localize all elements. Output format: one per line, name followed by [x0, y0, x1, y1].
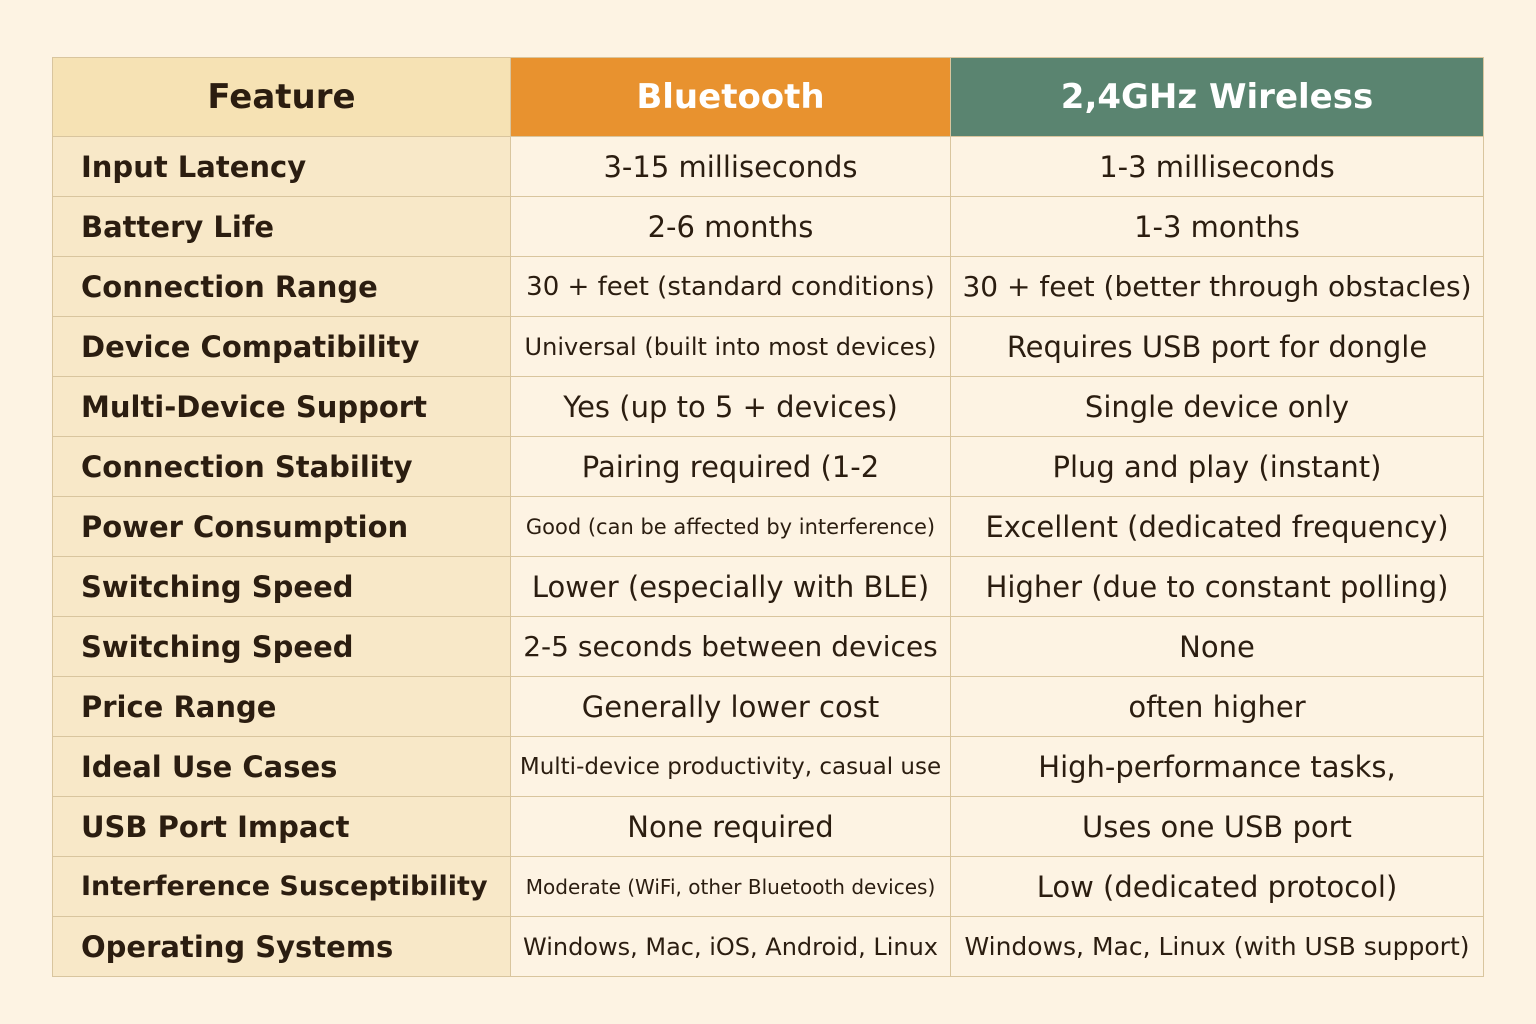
value-cell: Higher (due to constant polling) — [950, 556, 1484, 617]
table-row: Device Compatibility Universal (built int… — [52, 316, 1484, 377]
feature-cell: Switching Speed — [52, 616, 511, 677]
value-cell: Requires USB port for dongle — [950, 316, 1484, 377]
feature-cell: Price Range — [52, 676, 511, 737]
table-row: Connection Stability Pairing required (1-… — [52, 436, 1484, 497]
value-cell: Pairing required (1-2 — [510, 436, 951, 497]
table-row: Operating Systems Windows, Mac, iOS, Andr… — [52, 916, 1484, 977]
table-row: Interference Susceptibility Moderate (WiF… — [52, 856, 1484, 917]
feature-cell: Ideal Use Cases — [52, 736, 511, 797]
value-cell: 1-3 months — [950, 196, 1484, 257]
value-cell: 1-3 milliseconds — [950, 136, 1484, 197]
header-cell: Feature — [52, 57, 511, 137]
value-cell: Lower (especially with BLE) — [510, 556, 951, 617]
value-cell: High-performance tasks, — [950, 736, 1484, 797]
feature-cell: Connection Range — [52, 256, 511, 317]
value-cell: 3-15 milliseconds — [510, 136, 951, 197]
feature-cell: USB Port Impact — [52, 796, 511, 857]
table-row: Power Consumption Good (can be affected b… — [52, 496, 1484, 557]
table-row: Multi-Device Support Yes (up to 5 + devic… — [52, 376, 1484, 437]
value-cell: often higher — [950, 676, 1484, 737]
value-cell: 30 + feet (better through obstacles) — [950, 256, 1484, 317]
value-cell: Windows, Mac, Linux (with USB support) — [950, 916, 1484, 977]
value-cell: 30 + feet (standard conditions) — [510, 256, 951, 317]
value-cell: 2-5 seconds between devices — [510, 616, 951, 677]
feature-cell: Multi-Device Support — [52, 376, 511, 437]
value-cell: Generally lower cost — [510, 676, 951, 737]
header-cell: Bluetooth — [510, 57, 951, 137]
value-cell: None — [950, 616, 1484, 677]
feature-cell: Power Consumption — [52, 496, 511, 557]
value-cell: 2-6 months — [510, 196, 951, 257]
value-cell: Uses one USB port — [950, 796, 1484, 857]
feature-cell: Input Latency — [52, 136, 511, 197]
value-cell: Multi-device productivity, casual use — [510, 736, 951, 797]
value-cell: Yes (up to 5 + devices) — [510, 376, 951, 437]
value-cell: Low (dedicated protocol) — [950, 856, 1484, 917]
feature-cell: Device Compatibility — [52, 316, 511, 377]
value-cell: Windows, Mac, iOS, Android, Linux — [510, 916, 951, 977]
feature-cell: Switching Speed — [52, 556, 511, 617]
table-row: Connection Range 30 + feet (standard cond… — [52, 256, 1484, 317]
table-row: Input Latency 3-15 milliseconds 1-3 millis… — [52, 136, 1484, 197]
feature-cell: Connection Stability — [52, 436, 511, 497]
table-row: Switching Speed Lower (especially with BL… — [52, 556, 1484, 617]
value-cell: Universal (built into most devices) — [510, 316, 951, 377]
header-row: Feature Bluetooth 2,4GHz Wireless — [52, 57, 1484, 137]
table-row: Price Range Generally lower cost often hig… — [52, 676, 1484, 737]
table-row: Switching Speed 2-5 seconds between devic… — [52, 616, 1484, 677]
value-cell: None required — [510, 796, 951, 857]
value-cell: Moderate (WiFi, other Bluetooth devices) — [510, 856, 951, 917]
value-cell: Excellent (dedicated frequency) — [950, 496, 1484, 557]
value-cell: Single device only — [950, 376, 1484, 437]
table-row: Battery Life 2-6 months 1-3 months — [52, 196, 1484, 257]
value-cell: Good (can be affected by interference) — [510, 496, 951, 557]
feature-cell: Interference Susceptibility — [52, 856, 511, 917]
table-row: USB Port Impact None required Uses one USB… — [52, 796, 1484, 857]
feature-cell: Operating Systems — [52, 916, 511, 977]
comparison-table: Feature Bluetooth 2,4GHz Wireless Input La… — [52, 57, 1484, 977]
feature-cell: Battery Life — [52, 196, 511, 257]
value-cell: Plug and play (instant) — [950, 436, 1484, 497]
table-row: Ideal Use Cases Multi-device productivity… — [52, 736, 1484, 797]
header-cell: 2,4GHz Wireless — [950, 57, 1484, 137]
